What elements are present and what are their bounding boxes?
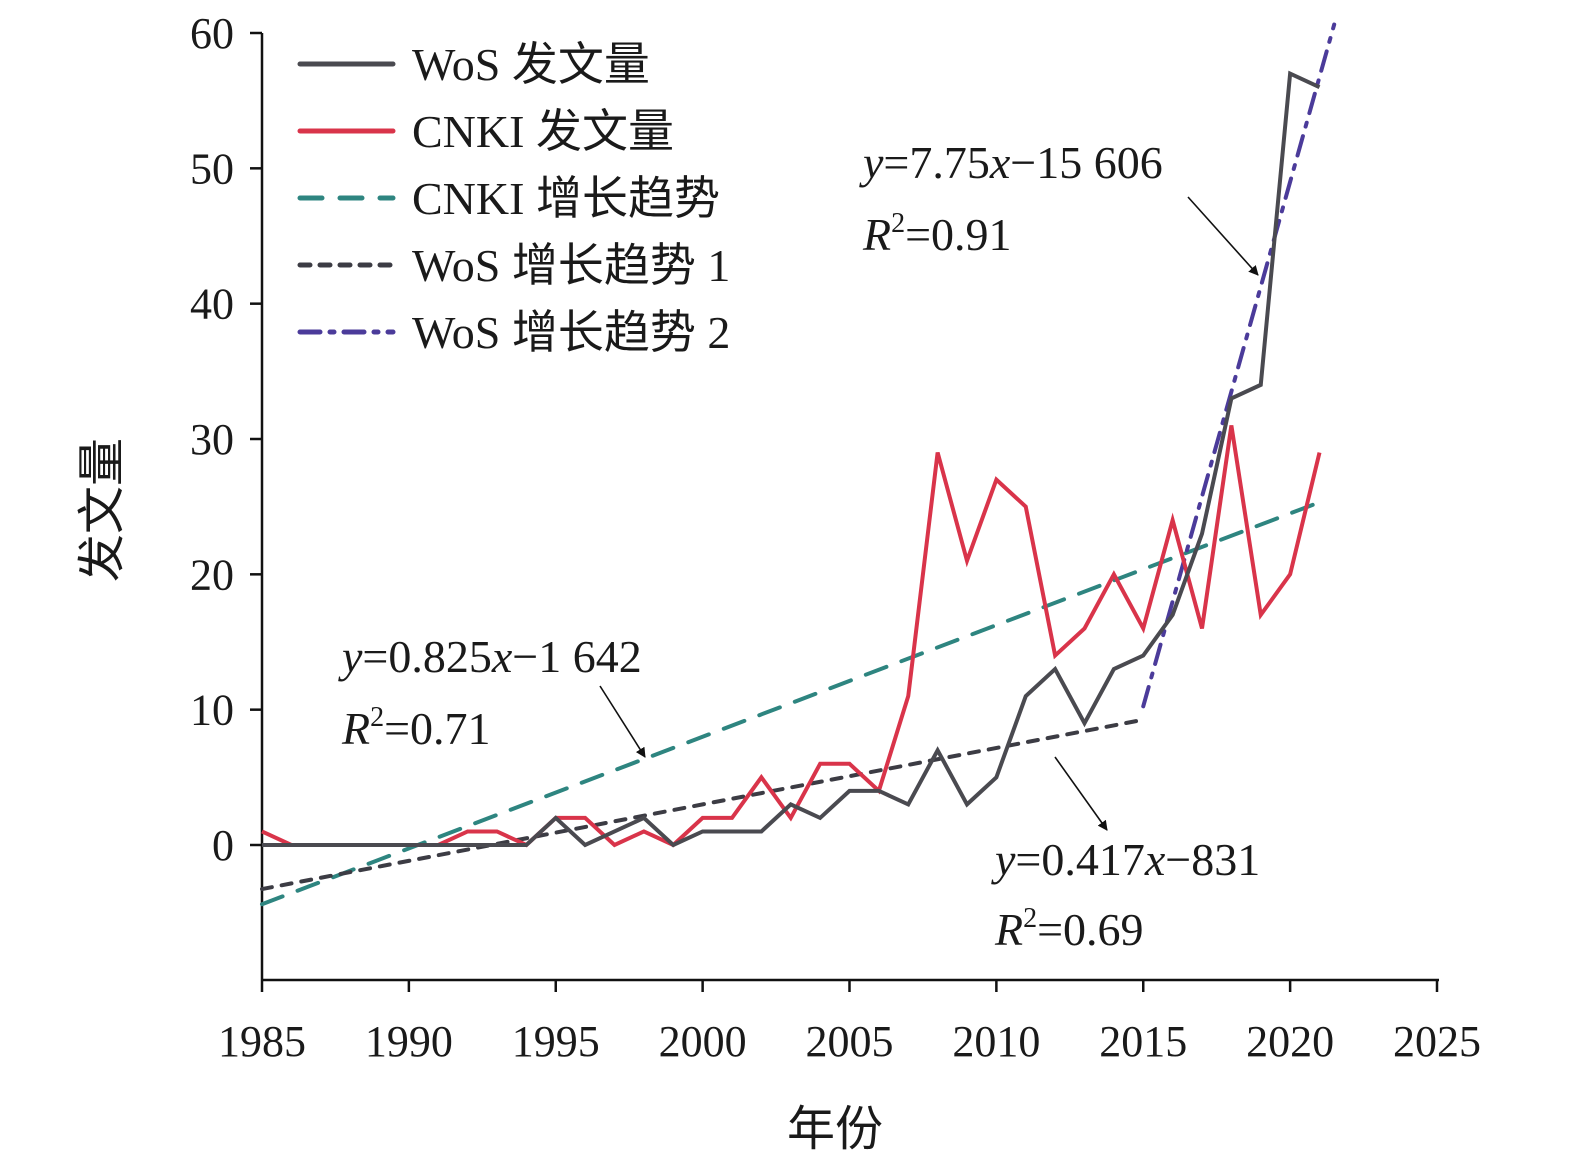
y-axis-label: 发文量	[76, 438, 129, 582]
trendline-1	[260, 717, 1146, 892]
x-tick-label: 2025	[1393, 1017, 1481, 1066]
y-tick-label: 60	[190, 9, 234, 58]
data-series	[261, 70, 1322, 848]
y-tick-label: 40	[190, 280, 234, 329]
x-tick-label: 2015	[1099, 1017, 1187, 1066]
x-tick-label: 1990	[365, 1017, 453, 1066]
legend-label-2: CNKI 增长趋势	[412, 173, 720, 224]
equation-wos2: y=7.75x−15 606	[859, 137, 1163, 188]
r2-wos1: R2=0.69	[994, 903, 1144, 955]
legend-label-1: CNKI 发文量	[412, 106, 674, 157]
x-axis-label: 年份	[787, 1103, 883, 1156]
legend: WoS 发文量 CNKI 发文量 CNKI 增长趋势 WoS 增长趋势 1 WoS 增长…	[297, 39, 730, 358]
legend-label-0: WoS 发文量	[412, 39, 650, 90]
y-tick-label: 10	[190, 686, 234, 735]
annotation-wos1: y=0.417x−831 R2=0.69	[991, 756, 1260, 955]
annotation-cnki: y=0.825x−1 642 R2=0.71	[338, 631, 646, 758]
trendline-2	[1141, 22, 1337, 709]
axes: 0 10 20 30 40 50 60 1985 1990 1995 2000 2005 2010 201…	[190, 9, 1481, 1066]
r2-wos2: R2=0.91	[862, 208, 1012, 260]
legend-label-3: WoS 增长趋势 1	[412, 240, 730, 291]
x-tick-label: 2005	[806, 1017, 894, 1066]
equation-wos1: y=0.417x−831	[991, 834, 1260, 885]
x-tick-label: 2010	[952, 1017, 1040, 1066]
arrow-wos1	[1054, 756, 1108, 831]
y-tick-label: 30	[190, 415, 234, 464]
x-tick-label: 1995	[512, 1017, 600, 1066]
trendline-0	[260, 500, 1322, 907]
x-tick-label: 1985	[218, 1017, 306, 1066]
legend-label-4: WoS 增长趋势 2	[412, 307, 730, 358]
y-tick-label: 50	[190, 144, 234, 193]
x-tick-label: 2020	[1246, 1017, 1334, 1066]
equation-cnki: y=0.825x−1 642	[338, 631, 642, 682]
r2-cnki: R2=0.71	[341, 702, 491, 754]
series-line-0	[262, 70, 1321, 848]
trendlines	[260, 22, 1337, 907]
y-tick-label: 0	[212, 821, 234, 870]
x-tick-label: 2000	[659, 1017, 747, 1066]
arrow-wos2	[1187, 196, 1259, 276]
y-tick-label: 20	[190, 550, 234, 599]
arrow-cnki	[599, 685, 646, 758]
annotation-wos2: y=7.75x−15 606 R2=0.91	[859, 137, 1259, 276]
